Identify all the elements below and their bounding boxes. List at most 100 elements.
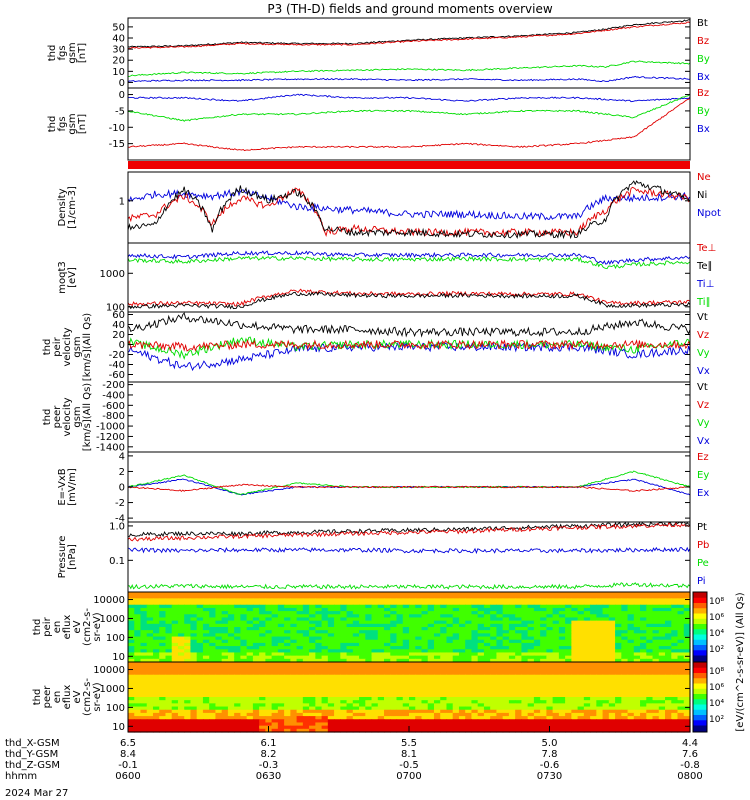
- peer-spec-cell: [571, 681, 579, 685]
- peer-spec-cell: [346, 693, 354, 698]
- peir-spec-cell: [490, 604, 498, 609]
- peer-spec-cell: [508, 681, 516, 685]
- peir-spec-cell: [202, 617, 210, 622]
- peir-spec-cell: [515, 646, 522, 650]
- peer-spec-cell: [665, 725, 672, 730]
- peer-spec-cell: [384, 662, 391, 666]
- peir-spec-cell: [196, 601, 204, 606]
- peer-spec-cell: [446, 662, 454, 666]
- peer-spec-cell: [409, 687, 416, 692]
- peer-spec-cell: [327, 681, 335, 685]
- peer-spec-cell: [515, 677, 522, 682]
- peer-spec-cell: [546, 709, 554, 714]
- peir-spec-cell: [359, 623, 366, 628]
- peer-spec-cell: [352, 706, 360, 711]
- peer-spec-cell: [483, 677, 491, 682]
- peer-spec-cell: [515, 687, 522, 692]
- peir-spec-cell: [390, 614, 398, 619]
- peer-spec-cell: [334, 712, 341, 717]
- peir-spec-cell: [608, 642, 616, 647]
- x-axis-row-label: hhmm: [5, 771, 37, 782]
- peer-spec-cell: [171, 712, 179, 717]
- peer-spec-cell: [346, 722, 354, 727]
- peir-spec-cell: [152, 652, 160, 657]
- peer-spec-cell: [633, 697, 641, 701]
- peer-spec-cell: [209, 728, 217, 733]
- peir-spec-cell: [259, 649, 266, 654]
- peir-spec-cell: [652, 627, 660, 631]
- peir-spec-cell: [290, 633, 298, 638]
- peer-spec-cell: [590, 719, 597, 724]
- peir-spec-cell: [240, 649, 248, 654]
- temperature-ytick-label: 1000: [100, 269, 125, 280]
- peer-spec-cell: [128, 662, 135, 666]
- peer-spec-cell: [402, 671, 410, 676]
- peir-spec-cell: [265, 642, 273, 647]
- peer-spec-cell: [352, 677, 360, 682]
- peer-spec-cell: [302, 697, 310, 701]
- peer-spec-cell: [327, 697, 335, 701]
- peir-spec-cell: [583, 611, 591, 615]
- peir-spec-cell: [546, 604, 554, 609]
- peir-velocity-legend-2: Vy: [697, 348, 710, 359]
- peir-spec-cell: [427, 611, 435, 615]
- peer-spec-cell: [483, 709, 491, 714]
- peir-spec-cell: [352, 639, 360, 644]
- peir-spec-cell: [496, 636, 504, 641]
- fgs-gsm-comp-frame: [127, 87, 691, 161]
- peer-spec-cell: [396, 728, 404, 733]
- peer-spec-cell: [140, 706, 148, 711]
- peer-spec-cell: [227, 681, 235, 685]
- peer-spec-cell: [190, 700, 198, 704]
- peer-spec-cell: [177, 671, 185, 676]
- peer-spec-cell: [271, 697, 279, 701]
- peer-spec-cell: [615, 677, 622, 682]
- peer-spec-cell: [402, 703, 410, 708]
- peir-spec-cell: [240, 623, 248, 628]
- peir-spec-cell: [577, 652, 585, 657]
- peir-spec-cell: [571, 623, 579, 628]
- peer-spec-cell: [159, 674, 167, 679]
- colorbar-swatch: [693, 660, 707, 663]
- colorbar-swatch: [693, 695, 707, 698]
- peer-spec-cell: [134, 677, 142, 682]
- peer-spec-cell: [627, 665, 635, 669]
- peir-spec-cell: [371, 630, 379, 634]
- peir-spec-cell: [221, 601, 229, 606]
- peir-spec-cell: [527, 595, 535, 599]
- peir-spec-cell: [665, 636, 672, 641]
- peer-spec-cell: [340, 671, 348, 676]
- peir-spec-cell: [234, 623, 241, 628]
- peer-spec-cell: [621, 693, 629, 698]
- peir-spec-cell: [346, 633, 354, 638]
- peer-spec-cell: [227, 684, 235, 689]
- peir-spec-cell: [352, 604, 360, 609]
- peer-spec-cell: [677, 703, 685, 708]
- peer-spec-cell: [640, 728, 647, 733]
- peir-spec-cell: [658, 652, 666, 657]
- peir-spec-cell: [390, 623, 398, 628]
- peir-spec-cell: [271, 646, 279, 650]
- peer-spec-cell: [128, 706, 135, 711]
- peer-spec-cell: [508, 693, 516, 698]
- peir-spec-cell: [377, 607, 385, 612]
- peir-spec-cell: [390, 639, 398, 644]
- fgs-gsm-mag-legend-2: By: [697, 54, 710, 65]
- peer-spec-cell: [546, 665, 554, 669]
- peer-spec-cell: [658, 712, 666, 717]
- peer-spec-cell: [390, 728, 398, 733]
- peir-spec-cell: [296, 646, 304, 650]
- peir-spec-cell: [365, 633, 373, 638]
- peir-spec-cell: [165, 617, 173, 622]
- peer-spec-cell: [296, 662, 304, 666]
- peir-spec-cell: [427, 652, 435, 657]
- peer-spec-cell: [608, 722, 616, 727]
- peer-spec-cell: [315, 674, 323, 679]
- peir-spec-cell: [321, 620, 329, 625]
- peer-spec-cell: [427, 722, 435, 727]
- peer-spec-cell: [683, 681, 691, 685]
- peer-spec-cell: [327, 722, 335, 727]
- peer-spec-cell: [571, 674, 579, 679]
- peer-spec-cell: [215, 719, 223, 724]
